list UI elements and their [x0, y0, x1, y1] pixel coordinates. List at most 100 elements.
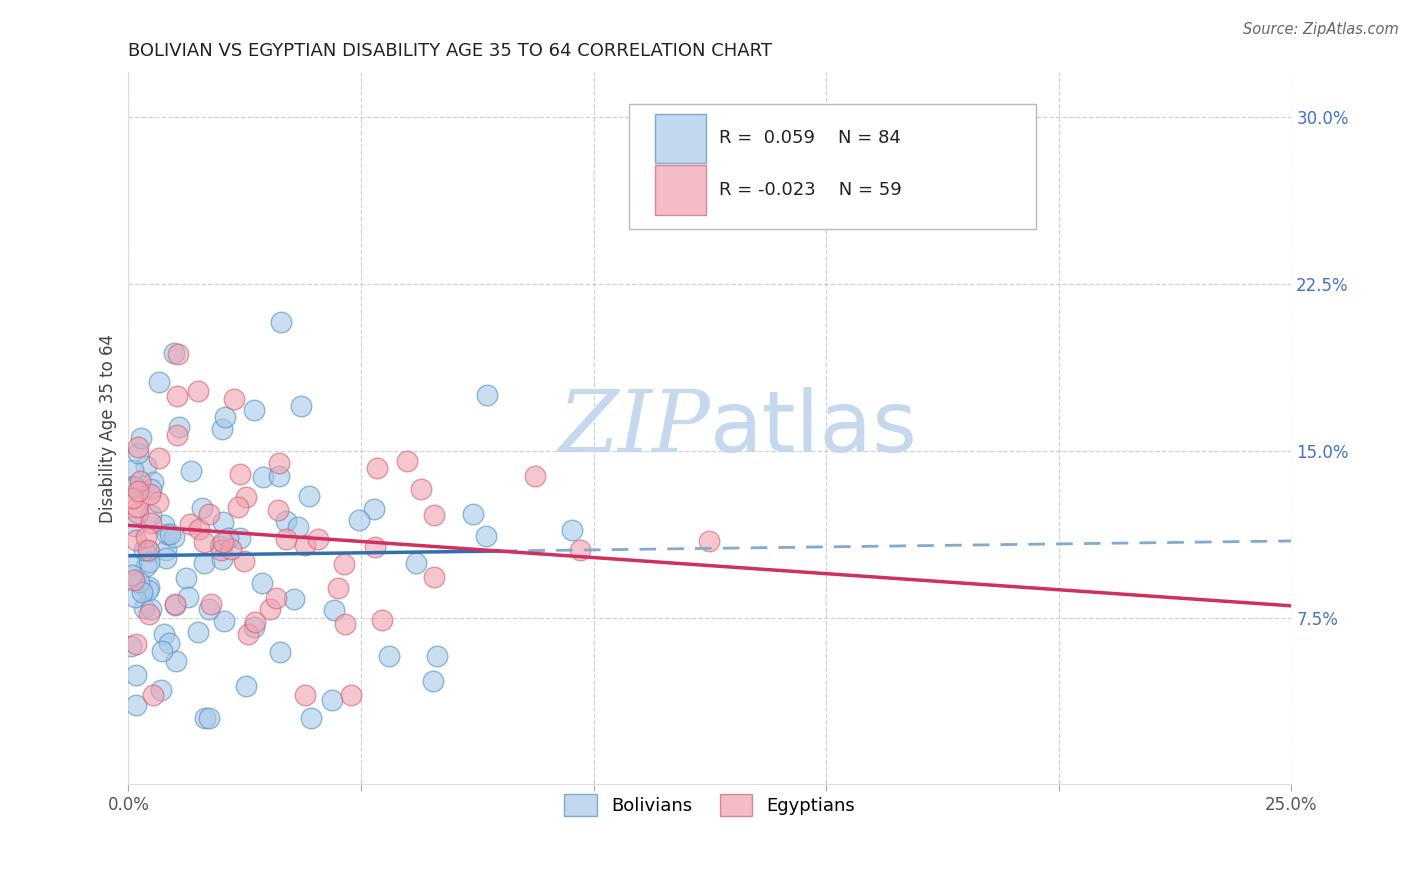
Point — [425, 648, 447, 663]
Point — [252, 470, 274, 484]
Point — [211, 422, 233, 436]
Point — [283, 591, 305, 606]
Point — [347, 513, 370, 527]
Point — [136, 542, 159, 557]
Point — [212, 534, 235, 549]
Point — [135, 559, 157, 574]
Point — [176, 571, 198, 585]
Point — [198, 711, 221, 725]
Point — [122, 479, 145, 493]
Point — [127, 440, 149, 454]
Point — [569, 543, 592, 558]
Point — [371, 614, 394, 628]
Point — [270, 315, 292, 329]
Point — [378, 648, 401, 663]
Point — [395, 453, 418, 467]
Point — [335, 616, 357, 631]
Point — [422, 508, 444, 523]
Point — [290, 399, 312, 413]
Point — [163, 597, 186, 611]
Point — [162, 346, 184, 360]
Point — [264, 591, 287, 605]
Point — [153, 627, 176, 641]
Point — [146, 495, 169, 509]
Point — [139, 508, 162, 522]
Point — [121, 568, 143, 582]
Point — [423, 570, 446, 584]
Point — [191, 501, 214, 516]
Point — [129, 431, 152, 445]
Point — [235, 679, 257, 693]
Point — [127, 500, 149, 515]
Point — [163, 530, 186, 544]
Point — [148, 451, 170, 466]
Point — [166, 347, 188, 361]
Point — [197, 507, 219, 521]
Point — [132, 601, 155, 615]
Point — [127, 507, 149, 521]
Point — [298, 489, 321, 503]
Point — [228, 531, 250, 545]
Point — [411, 482, 433, 496]
Point — [166, 428, 188, 442]
Point — [340, 689, 363, 703]
Point — [475, 388, 498, 402]
Point — [131, 584, 153, 599]
Point — [139, 482, 162, 496]
Point — [267, 457, 290, 471]
Point — [266, 503, 288, 517]
Point — [214, 410, 236, 425]
Point — [523, 469, 546, 483]
Point — [697, 534, 720, 549]
Text: R =  0.059    N = 84: R = 0.059 N = 84 — [720, 128, 901, 147]
Point — [122, 491, 145, 506]
Point — [127, 446, 149, 460]
Point — [245, 615, 267, 629]
Point — [228, 500, 250, 514]
Point — [363, 502, 385, 516]
Point — [287, 520, 309, 534]
Point — [364, 541, 387, 555]
Point — [187, 624, 209, 639]
Point — [232, 553, 254, 567]
Text: BOLIVIAN VS EGYPTIAN DISABILITY AGE 35 TO 64 CORRELATION CHART: BOLIVIAN VS EGYPTIAN DISABILITY AGE 35 T… — [128, 42, 772, 60]
Point — [155, 550, 177, 565]
Point — [152, 518, 174, 533]
Point — [333, 557, 356, 571]
Point — [197, 602, 219, 616]
Point — [235, 491, 257, 505]
Point — [135, 458, 157, 473]
Point — [165, 598, 187, 612]
Point — [148, 376, 170, 390]
Point — [122, 573, 145, 587]
Point — [177, 590, 200, 604]
Point — [475, 528, 498, 542]
Point — [219, 541, 242, 556]
Point — [299, 711, 322, 725]
Point — [274, 532, 297, 546]
Point — [209, 543, 232, 558]
Point — [250, 576, 273, 591]
Point — [229, 467, 252, 482]
Point — [166, 654, 188, 668]
Point — [326, 581, 349, 595]
Point — [294, 538, 316, 552]
Point — [155, 542, 177, 557]
Point — [138, 607, 160, 622]
Point — [167, 419, 190, 434]
Text: Source: ZipAtlas.com: Source: ZipAtlas.com — [1243, 22, 1399, 37]
Point — [120, 639, 142, 653]
Point — [141, 601, 163, 615]
Point — [243, 403, 266, 417]
Text: ZIP: ZIP — [558, 387, 710, 470]
Y-axis label: Disability Age 35 to 64: Disability Age 35 to 64 — [100, 334, 117, 523]
Point — [149, 682, 172, 697]
Point — [180, 465, 202, 479]
Point — [217, 531, 239, 545]
Point — [124, 519, 146, 533]
Point — [259, 602, 281, 616]
Point — [120, 557, 142, 571]
FancyBboxPatch shape — [628, 104, 1035, 229]
Point — [156, 527, 179, 541]
Point — [307, 532, 329, 546]
